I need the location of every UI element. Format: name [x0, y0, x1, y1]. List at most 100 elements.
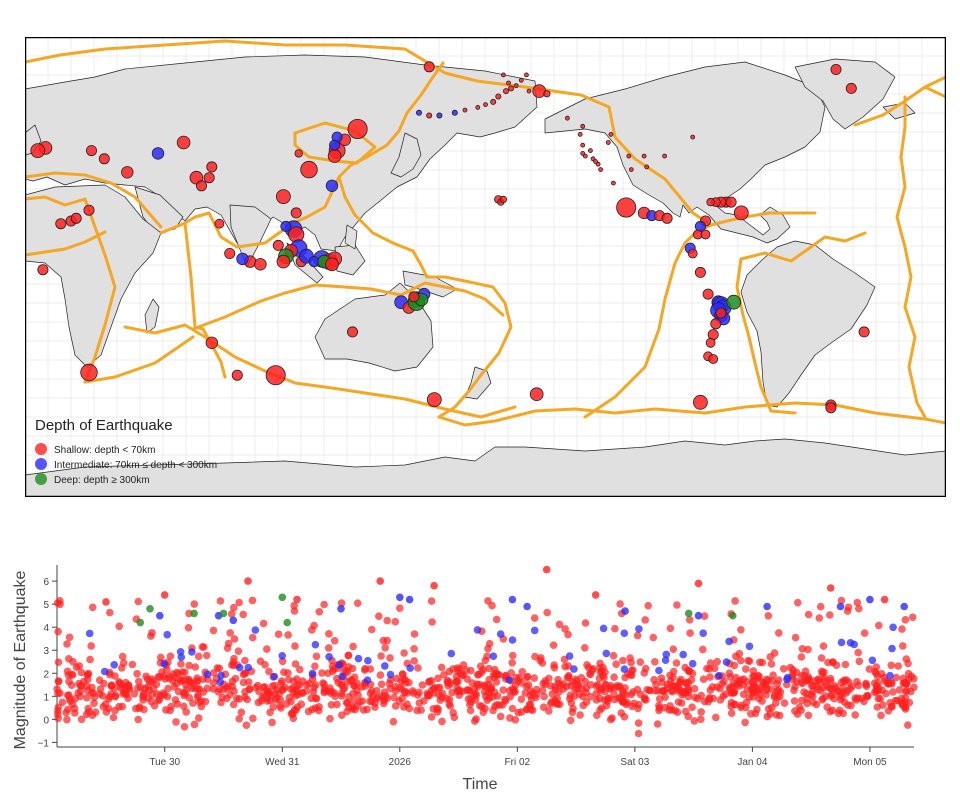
earthquake-marker-shallow[interactable]: [426, 392, 442, 408]
magnitude-point-shallow[interactable]: [758, 678, 767, 686]
magnitude-point-shallow[interactable]: [284, 669, 292, 677]
earthquake-marker-shallow[interactable]: [830, 63, 842, 75]
earthquake-marker-intermediate[interactable]: [280, 220, 292, 232]
earthquake-marker-shallow[interactable]: [300, 160, 318, 179]
earthquake-marker-shallow[interactable]: [224, 247, 236, 259]
magnitude-point-intermediate[interactable]: [837, 638, 846, 647]
magnitude-point-shallow[interactable]: [889, 688, 897, 696]
magnitude-point-shallow[interactable]: [386, 654, 394, 662]
magnitude-point-shallow[interactable]: [284, 631, 292, 639]
magnitude-point-intermediate[interactable]: [337, 605, 345, 613]
magnitude-point-intermediate[interactable]: [364, 656, 372, 665]
magnitude-point-intermediate[interactable]: [866, 595, 874, 604]
magnitude-point-shallow[interactable]: [855, 657, 864, 666]
magnitude-point-shallow[interactable]: [239, 610, 247, 619]
magnitude-point-shallow[interactable]: [726, 673, 734, 681]
magnitude-point-shallow[interactable]: [697, 708, 705, 716]
magnitude-point-intermediate[interactable]: [699, 629, 707, 637]
magnitude-point-shallow[interactable]: [527, 705, 535, 714]
magnitude-point-shallow[interactable]: [324, 644, 333, 652]
magnitude-point-shallow[interactable]: [888, 702, 896, 711]
magnitude-point-shallow[interactable]: [278, 657, 287, 666]
magnitude-point-shallow[interactable]: [843, 607, 852, 615]
magnitude-point-shallow[interactable]: [289, 710, 297, 718]
magnitude-point-shallow[interactable]: [581, 677, 590, 686]
magnitude-point-shallow[interactable]: [671, 682, 679, 690]
magnitude-point-shallow[interactable]: [290, 607, 299, 615]
magnitude-point-shallow[interactable]: [329, 665, 338, 673]
earthquake-marker-intermediate[interactable]: [451, 109, 458, 116]
magnitude-point-deep[interactable]: [684, 609, 693, 618]
magnitude-point-shallow[interactable]: [75, 679, 83, 688]
magnitude-point-shallow[interactable]: [102, 598, 110, 606]
magnitude-point-shallow[interactable]: [511, 681, 520, 689]
magnitude-point-shallow[interactable]: [543, 608, 551, 617]
earthquake-marker-shallow[interactable]: [693, 394, 708, 410]
magnitude-point-shallow[interactable]: [305, 679, 313, 688]
magnitude-point-shallow[interactable]: [666, 702, 674, 710]
magnitude-point-shallow[interactable]: [492, 671, 501, 680]
magnitude-point-shallow[interactable]: [555, 620, 564, 629]
magnitude-point-shallow[interactable]: [373, 687, 381, 695]
earthquake-marker-shallow[interactable]: [526, 88, 532, 94]
magnitude-point-shallow[interactable]: [819, 684, 828, 692]
magnitude-point-shallow[interactable]: [686, 629, 694, 637]
magnitude-point-shallow[interactable]: [530, 614, 539, 622]
magnitude-point-shallow[interactable]: [901, 694, 910, 702]
magnitude-point-shallow[interactable]: [603, 697, 612, 705]
earthquake-marker-shallow[interactable]: [588, 148, 593, 153]
magnitude-point-shallow[interactable]: [758, 697, 766, 705]
earthquake-marker-shallow[interactable]: [86, 145, 98, 157]
magnitude-point-shallow[interactable]: [54, 658, 63, 666]
magnitude-point-shallow[interactable]: [484, 597, 492, 605]
magnitude-point-shallow[interactable]: [791, 633, 800, 642]
magnitude-point-intermediate[interactable]: [725, 637, 733, 646]
magnitude-point-shallow[interactable]: [403, 700, 411, 708]
magnitude-point-shallow[interactable]: [233, 694, 241, 703]
magnitude-point-shallow[interactable]: [742, 665, 750, 673]
magnitude-point-shallow[interactable]: [826, 707, 835, 716]
magnitude-point-shallow[interactable]: [164, 684, 172, 693]
magnitude-point-shallow[interactable]: [902, 686, 911, 695]
magnitude-point-shallow[interactable]: [892, 673, 900, 682]
magnitude-point-shallow[interactable]: [471, 689, 479, 697]
magnitude-point-shallow[interactable]: [598, 704, 606, 712]
magnitude-point-intermediate[interactable]: [203, 670, 212, 679]
magnitude-point-shallow[interactable]: [383, 616, 392, 625]
magnitude-point-shallow[interactable]: [182, 708, 190, 716]
magnitude-point-shallow[interactable]: [437, 663, 446, 672]
magnitude-point-shallow[interactable]: [780, 699, 789, 707]
magnitude-point-shallow[interactable]: [162, 706, 170, 714]
magnitude-point-shallow[interactable]: [91, 708, 100, 716]
magnitude-point-shallow[interactable]: [349, 642, 357, 651]
earthquake-marker-shallow[interactable]: [290, 207, 302, 219]
magnitude-point-intermediate[interactable]: [679, 650, 687, 659]
magnitude-point-shallow[interactable]: [194, 652, 203, 661]
magnitude-point-intermediate[interactable]: [763, 602, 771, 611]
magnitude-point-shallow[interactable]: [84, 669, 93, 678]
magnitude-point-shallow[interactable]: [355, 698, 364, 706]
magnitude-point-shallow[interactable]: [445, 695, 454, 704]
magnitude-point-shallow[interactable]: [118, 652, 127, 661]
magnitude-point-intermediate[interactable]: [110, 661, 118, 669]
magnitude-point-shallow[interactable]: [241, 656, 249, 665]
magnitude-point-shallow[interactable]: [548, 690, 557, 698]
magnitude-point-shallow[interactable]: [772, 711, 781, 719]
magnitude-point-shallow[interactable]: [792, 668, 801, 677]
magnitude-point-shallow[interactable]: [269, 703, 278, 711]
magnitude-point-shallow[interactable]: [118, 702, 127, 711]
magnitude-point-shallow[interactable]: [277, 679, 286, 688]
magnitude-point-shallow[interactable]: [86, 655, 94, 664]
magnitude-point-shallow[interactable]: [189, 699, 197, 707]
magnitude-point-shallow[interactable]: [58, 698, 67, 707]
magnitude-point-shallow[interactable]: [901, 616, 910, 624]
magnitude-point-shallow[interactable]: [727, 698, 736, 707]
magnitude-point-shallow[interactable]: [681, 707, 690, 716]
magnitude-point-shallow[interactable]: [804, 645, 812, 654]
magnitude-point-shallow[interactable]: [536, 656, 544, 665]
magnitude-point-shallow[interactable]: [254, 698, 263, 707]
magnitude-point-shallow[interactable]: [202, 651, 211, 660]
magnitude-point-shallow[interactable]: [839, 709, 847, 718]
magnitude-point-shallow[interactable]: [673, 601, 681, 609]
magnitude-point-shallow[interactable]: [449, 708, 458, 717]
